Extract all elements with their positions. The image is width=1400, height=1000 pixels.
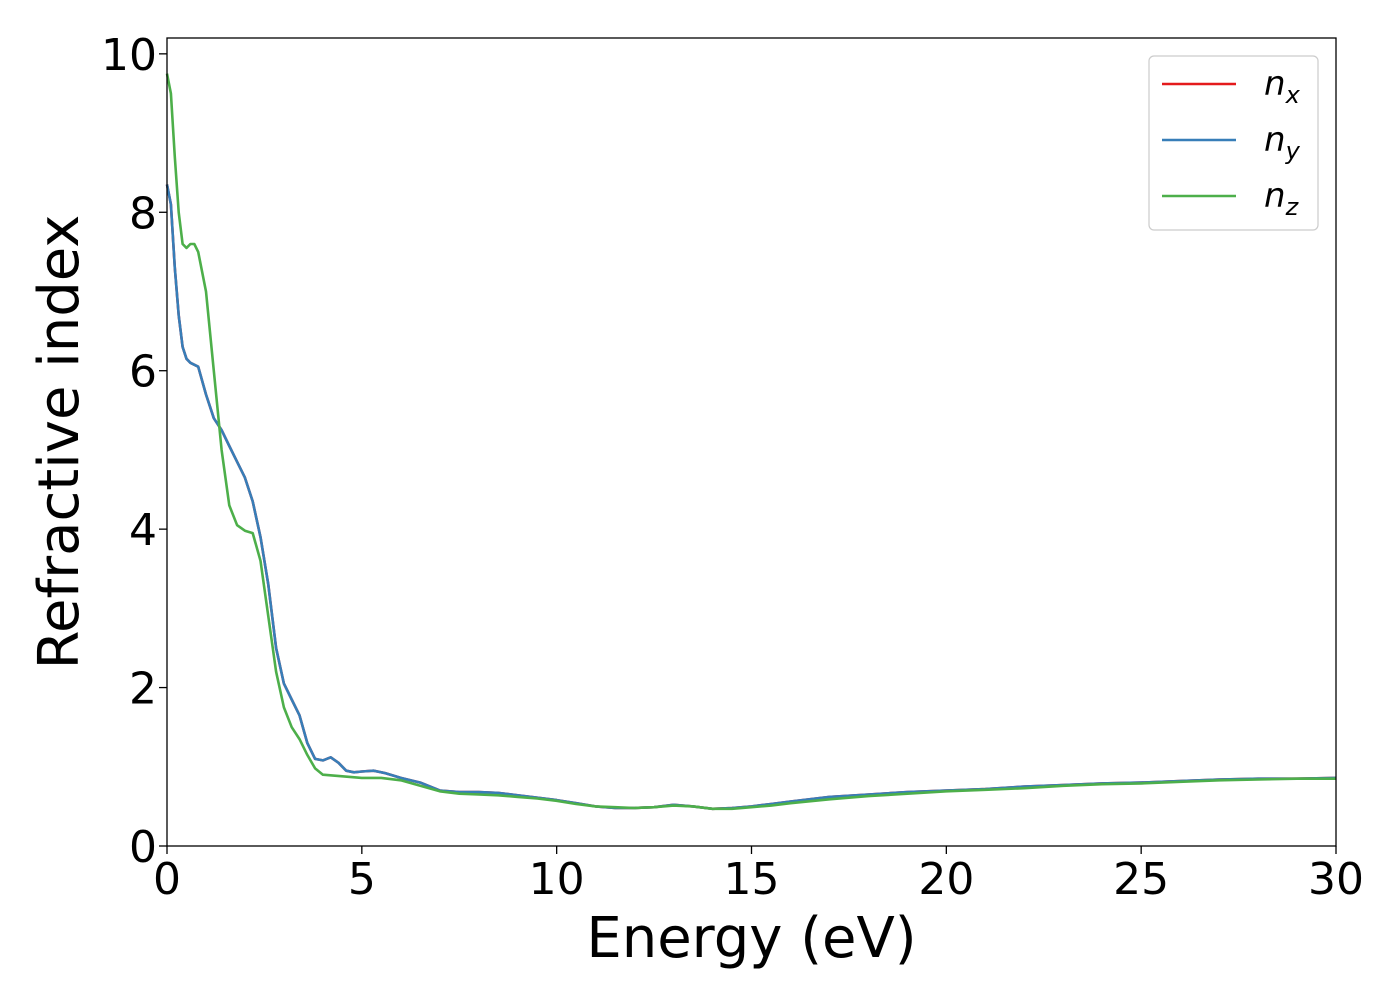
- series-line-n-x: [165, 184, 1337, 811]
- legend-label-n-z: nz: [1264, 176, 1300, 221]
- legend-label-n-y: ny: [1264, 120, 1301, 165]
- x-axis-ticks: 0 5 10 15 20 25 30: [153, 846, 1364, 905]
- y-axis-ticks: 0 2 4 6 8 10: [101, 30, 167, 873]
- y-tick-label: 6: [129, 347, 157, 398]
- series-line-n-z: [165, 73, 1336, 811]
- x-tick-label: 30: [1308, 854, 1364, 905]
- y-tick-label: 0: [129, 822, 157, 873]
- series-line-n-y: [165, 184, 1337, 811]
- x-tick-label: 5: [348, 854, 376, 905]
- x-tick-label: 15: [724, 854, 780, 905]
- y-tick-label: 8: [129, 188, 157, 239]
- y-axis-title: Refractive index: [27, 215, 92, 670]
- x-axis-title: Energy (eV): [586, 906, 916, 971]
- legend-label-n-x: nx: [1264, 64, 1301, 109]
- y-tick-label: 10: [101, 30, 157, 81]
- legend: nx ny nz: [1148, 55, 1319, 231]
- y-tick-label: 2: [129, 664, 157, 715]
- legend-box: [1148, 55, 1319, 231]
- x-tick-label: 20: [918, 854, 974, 905]
- x-tick-label: 25: [1113, 854, 1169, 905]
- x-tick-label: 0: [153, 854, 181, 905]
- series-lines: [165, 73, 1337, 811]
- x-tick-label: 10: [529, 854, 585, 905]
- y-tick-label: 4: [129, 505, 157, 556]
